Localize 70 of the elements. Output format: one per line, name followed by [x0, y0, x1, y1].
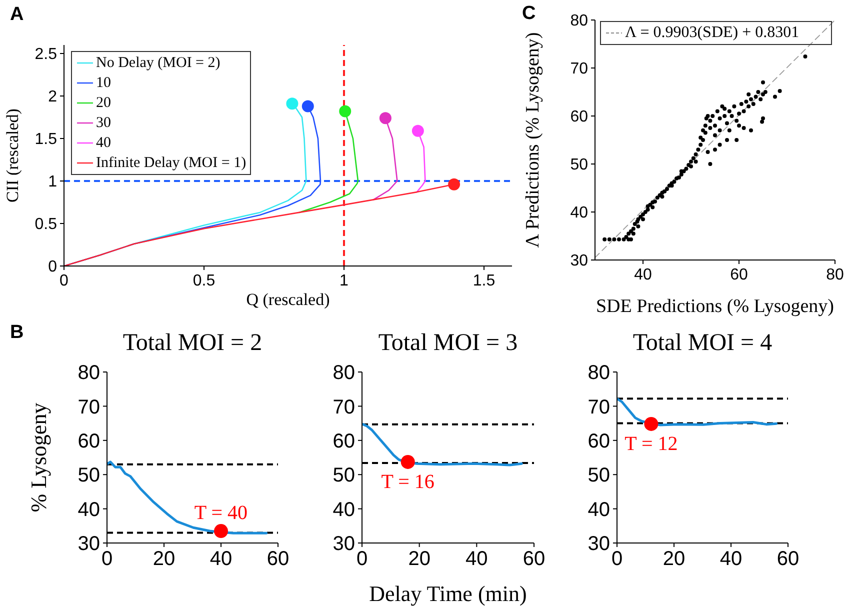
legend-label: Infinite Delay (MOI = 1): [96, 154, 246, 173]
y-tick-label: 70: [570, 60, 588, 78]
annotation: T = 40: [194, 502, 248, 524]
y-tick-label: 2: [48, 88, 58, 106]
y-tick-label: 80: [588, 362, 610, 384]
x-axis-title: SDE Predictions (% Lysogeny): [596, 296, 834, 317]
x-axis-title: Q (rescaled): [246, 290, 330, 309]
legend-label: No Delay (MOI = 2): [96, 54, 220, 73]
point: [339, 105, 352, 118]
x-tick-label: 80: [826, 266, 844, 284]
y-tick-label: 70: [332, 396, 355, 418]
legend-label: Λ = 0.9903(SDE) + 0.8301: [625, 23, 800, 43]
x-tick-label: 20: [408, 548, 430, 570]
text: C: [522, 3, 536, 25]
y-tick-label: 50: [570, 156, 588, 174]
chart-title: Total MOI = 3: [377, 330, 519, 357]
point: [286, 98, 298, 110]
x-tick-label: 60: [730, 266, 748, 284]
y-tick-label: 60: [78, 430, 100, 452]
x-tick-label: 0: [60, 272, 69, 290]
chart-title: Total MOI = 4: [632, 330, 774, 357]
text: A: [10, 4, 24, 26]
y-tick-label: 50: [78, 464, 100, 487]
point: [302, 100, 314, 112]
legend-label: 20: [96, 94, 111, 113]
x-tick-label: 60: [522, 548, 546, 570]
x-tick-label: 60: [266, 548, 290, 570]
annotation: T = 16: [381, 471, 434, 494]
y-tick-label: 50: [588, 464, 610, 487]
y-tick-label: 80: [332, 362, 355, 384]
y-tick-label: 30: [332, 533, 355, 556]
y-tick-label: 50: [332, 464, 355, 487]
chart-title: Total MOI = 2: [122, 330, 264, 357]
x-tick-label: 40: [210, 548, 232, 570]
y-axis-title: CII (rescaled): [3, 108, 22, 202]
text: B: [10, 322, 24, 344]
y-tick-label: 40: [570, 204, 588, 222]
y-tick-label: 2.5: [34, 46, 58, 64]
y-tick-label: 40: [332, 498, 355, 521]
y-tick-label: 60: [588, 430, 610, 452]
y-tick-label: 70: [588, 396, 610, 418]
legend-label: 10: [96, 74, 111, 93]
y-tick-label: 40: [78, 498, 100, 521]
point: [412, 124, 424, 137]
y-axis-title: Λ Predictions (% Lysogeny): [522, 32, 544, 248]
y-tick-label: 40: [588, 498, 610, 521]
x-tick-label: 0.5: [192, 272, 216, 290]
x-tick-label: 1.5: [472, 272, 496, 290]
x-tick-label: 40: [466, 548, 488, 570]
y-tick-label: 60: [332, 430, 355, 452]
y-tick-label: 60: [570, 108, 588, 126]
y-tick-label: 30: [570, 252, 588, 270]
point: [379, 112, 392, 124]
y-axis-title: % Lysogeny: [26, 402, 51, 512]
x-tick-label: 20: [662, 548, 686, 570]
x-tick-label: 60: [776, 548, 800, 570]
x-tick-label: 20: [152, 548, 176, 570]
x-tick-label: 40: [720, 548, 742, 570]
y-tick-label: 80: [78, 362, 100, 384]
y-tick-label: 70: [78, 396, 100, 418]
y-tick-label: 1: [48, 174, 58, 191]
y-tick-label: 80: [570, 12, 588, 30]
y-tick-label: 30: [78, 533, 100, 556]
y-tick-label: 0.5: [34, 216, 58, 234]
x-axis-title: Delay Time (min): [369, 581, 527, 606]
annotation: T = 12: [624, 433, 678, 456]
point: [448, 178, 460, 190]
x-tick-label: 40: [634, 266, 652, 284]
y-tick-label: 30: [588, 533, 610, 556]
y-tick-label: 1.5: [34, 131, 58, 148]
